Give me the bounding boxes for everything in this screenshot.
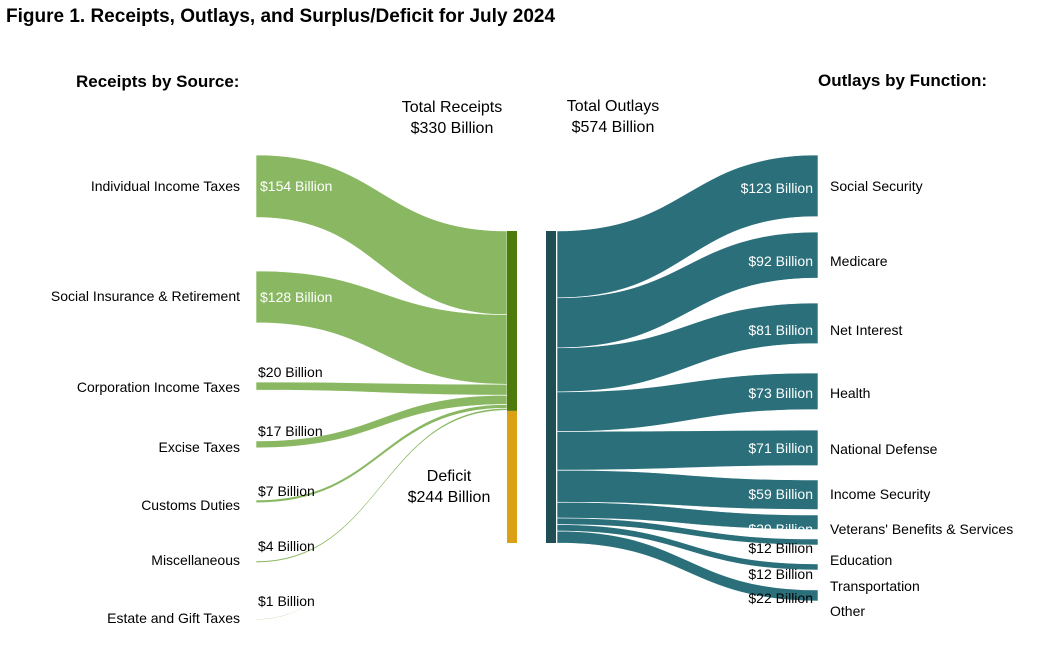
flow-labels: Individual Income Taxes $154 Billion Socia… xyxy=(51,178,1013,626)
receipt-flows xyxy=(255,154,508,621)
deficit-value: $244 Billion xyxy=(408,489,491,506)
receipt-value-customs-duties: $7 Billion xyxy=(258,483,315,499)
total-outlays-bar xyxy=(546,231,556,543)
receipt-value-corporation-income-taxes: $20 Billion xyxy=(258,364,323,380)
receipt-label-corporation-income-taxes: Corporation Income Taxes xyxy=(77,379,240,395)
receipt-value-individual-income-taxes: $154 Billion xyxy=(260,178,332,194)
outlay-label-social-security: Social Security xyxy=(830,178,923,194)
total-outlays-value: $574 Billion xyxy=(572,119,655,136)
outlay-label-net-interest: Net Interest xyxy=(830,322,902,338)
receipt-label-social-insurance-retirement: Social Insurance & Retirement xyxy=(51,288,240,304)
receipt-label-customs-duties: Customs Duties xyxy=(141,497,240,513)
receipt-label-estate-and-gift-taxes: Estate and Gift Taxes xyxy=(107,610,240,626)
outlay-label-income-security: Income Security xyxy=(830,486,930,502)
outlay-flow-health xyxy=(556,372,819,432)
outlay-value-income-security: $59 Billion xyxy=(748,486,813,502)
outlays-heading: Outlays by Function: xyxy=(818,71,987,90)
total-outlays-label: Total Outlays xyxy=(567,98,659,115)
receipts-heading: Receipts by Source: xyxy=(76,72,239,91)
outlay-flow-education xyxy=(556,517,819,546)
outlay-label-veterans-benefits-services: Veterans' Benefits & Services xyxy=(830,521,1013,537)
outlay-label-education: Education xyxy=(830,552,892,568)
outlay-flow-medicare xyxy=(556,231,819,349)
outlay-label-other: Other xyxy=(830,603,865,619)
total-receipts-value: $330 Billion xyxy=(411,120,494,137)
outlay-value-education: $12 Billion xyxy=(748,540,813,556)
receipt-flow-corporation-income-taxes xyxy=(255,381,508,396)
outlay-flow-net-interest xyxy=(556,302,819,393)
deficit-label: Deficit xyxy=(427,468,472,485)
outlay-value-national-defense: $71 Billion xyxy=(748,440,813,456)
outlay-value-medicare: $92 Billion xyxy=(748,253,813,269)
outlay-value-health: $73 Billion xyxy=(748,385,813,401)
outlay-value-transportation: $12 Billion xyxy=(748,566,813,582)
chart-title: Figure 1. Receipts, Outlays, and Surplus… xyxy=(6,6,555,27)
outlay-flow-social-security xyxy=(556,154,819,299)
receipt-value-estate-and-gift-taxes: $1 Billion xyxy=(258,593,315,609)
receipt-label-individual-income-taxes: Individual Income Taxes xyxy=(91,178,240,194)
outlay-value-net-interest: $81 Billion xyxy=(748,322,813,338)
outlay-value-other: $22 Billion xyxy=(748,590,813,606)
outlay-flow-other xyxy=(556,530,819,602)
receipt-value-miscellaneous: $4 Billion xyxy=(258,538,315,554)
outlay-flow-national-defense xyxy=(556,429,819,471)
outlay-label-transportation: Transportation xyxy=(830,578,920,594)
outlay-value-veterans-benefits-services: $29 Billion xyxy=(748,521,813,537)
deficit-bar xyxy=(507,410,517,543)
outlay-label-national-defense: National Defense xyxy=(830,441,938,457)
receipt-value-social-insurance-retirement: $128 Billion xyxy=(260,289,332,305)
receipt-flow-excise-taxes xyxy=(255,394,508,449)
outlay-flow-transportation xyxy=(556,524,819,571)
outlay-flow-veterans-benefits-services xyxy=(556,501,819,530)
center-bars xyxy=(507,231,556,543)
outlay-flows xyxy=(556,154,819,602)
receipt-value-excise-taxes: $17 Billion xyxy=(258,423,323,439)
total-receipts-label: Total Receipts xyxy=(402,99,503,116)
outlay-label-medicare: Medicare xyxy=(830,253,888,269)
receipt-label-miscellaneous: Miscellaneous xyxy=(151,552,240,568)
outlay-label-health: Health xyxy=(830,385,870,401)
outlay-value-social-security: $123 Billion xyxy=(741,180,813,196)
outlay-flow-income-security xyxy=(556,469,819,510)
receipt-label-excise-taxes: Excise Taxes xyxy=(159,439,240,455)
total-receipts-bar xyxy=(507,231,517,411)
